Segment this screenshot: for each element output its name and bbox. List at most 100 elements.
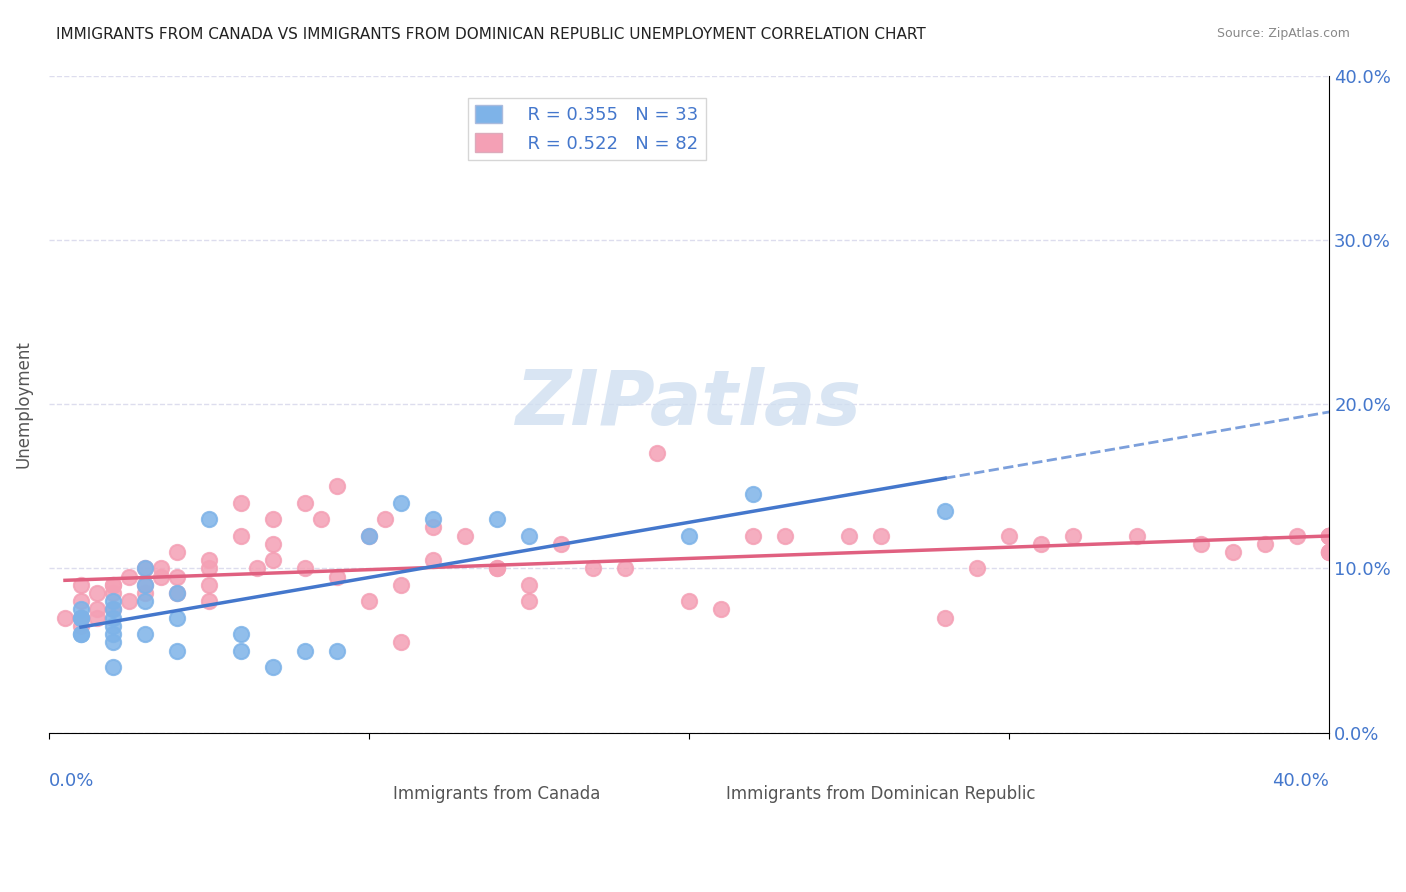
Point (134, 578, 156, 592)
Point (422, 553, 444, 567)
Point (262, 537, 284, 551)
Point (1317, 528, 1340, 542)
Point (294, 496, 316, 510)
Point (1062, 528, 1084, 542)
Point (198, 553, 221, 567)
Point (1254, 537, 1277, 551)
Point (86, 586, 108, 600)
Point (517, 594, 540, 608)
Point (614, 561, 637, 575)
Point (101, 660, 124, 674)
Point (1222, 545, 1244, 559)
Point (934, 504, 956, 518)
Point (70, 610, 93, 624)
Point (1317, 545, 1340, 559)
Point (70, 578, 93, 592)
Point (70, 610, 93, 624)
Point (357, 528, 380, 542)
Point (134, 594, 156, 608)
Point (678, 528, 700, 542)
Point (101, 635, 124, 649)
Text: Immigrants from Dominican Republic: Immigrants from Dominican Republic (727, 785, 1036, 804)
Point (309, 512, 332, 526)
Point (101, 594, 124, 608)
Y-axis label: Unemployment: Unemployment (15, 340, 32, 468)
Point (742, 487, 765, 501)
FancyBboxPatch shape (714, 769, 747, 795)
Point (710, 602, 733, 616)
Point (166, 610, 188, 624)
Point (1317, 528, 1340, 542)
Point (101, 619, 124, 633)
Point (86, 610, 108, 624)
Point (1317, 528, 1340, 542)
Point (198, 512, 221, 526)
Point (357, 594, 380, 608)
Point (870, 528, 893, 542)
Point (1286, 528, 1309, 542)
Point (134, 578, 156, 592)
Point (134, 561, 156, 575)
Point (134, 627, 156, 641)
Point (101, 602, 124, 616)
Point (934, 610, 956, 624)
Point (166, 643, 188, 657)
Point (645, 446, 668, 460)
Point (229, 627, 252, 641)
Point (150, 561, 173, 575)
Point (1031, 537, 1053, 551)
Point (389, 496, 412, 510)
Point (70, 627, 93, 641)
Point (262, 553, 284, 567)
Point (486, 512, 509, 526)
Point (118, 594, 141, 608)
Text: IMMIGRANTS FROM CANADA VS IMMIGRANTS FROM DOMINICAN REPUBLIC UNEMPLOYMENT CORREL: IMMIGRANTS FROM CANADA VS IMMIGRANTS FRO… (56, 27, 927, 42)
Point (517, 528, 540, 542)
Point (166, 545, 188, 559)
Point (229, 496, 252, 510)
Point (70, 594, 93, 608)
Point (70, 602, 93, 616)
Point (134, 561, 156, 575)
Point (582, 561, 605, 575)
Text: Source: ZipAtlas.com: Source: ZipAtlas.com (1216, 27, 1350, 40)
Point (326, 569, 349, 583)
Point (550, 537, 572, 551)
Point (166, 569, 188, 583)
Text: 0.0%: 0.0% (49, 772, 94, 790)
Point (998, 528, 1021, 542)
Point (198, 578, 221, 592)
Point (229, 528, 252, 542)
Point (262, 512, 284, 526)
Point (678, 594, 700, 608)
Point (1317, 528, 1340, 542)
Point (326, 479, 349, 493)
Point (1317, 528, 1340, 542)
Text: 40.0%: 40.0% (1272, 772, 1329, 790)
Point (294, 643, 316, 657)
Point (1317, 545, 1340, 559)
Point (166, 586, 188, 600)
Point (229, 643, 252, 657)
Point (1317, 545, 1340, 559)
Point (389, 578, 412, 592)
Point (454, 528, 477, 542)
Point (742, 528, 765, 542)
Point (262, 660, 284, 674)
Point (101, 578, 124, 592)
Point (101, 586, 124, 600)
FancyBboxPatch shape (350, 769, 382, 795)
Point (118, 569, 141, 583)
Point (101, 610, 124, 624)
Point (53, 610, 76, 624)
Point (134, 586, 156, 600)
Point (101, 627, 124, 641)
Point (198, 561, 221, 575)
Point (1189, 537, 1212, 551)
Point (246, 561, 269, 575)
Point (1317, 528, 1340, 542)
Text: ZIPatlas: ZIPatlas (516, 368, 862, 442)
Point (517, 578, 540, 592)
Point (294, 561, 316, 575)
Point (422, 520, 444, 534)
